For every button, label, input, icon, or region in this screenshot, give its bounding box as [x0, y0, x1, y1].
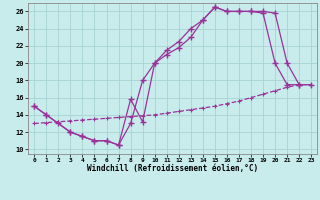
X-axis label: Windchill (Refroidissement éolien,°C): Windchill (Refroidissement éolien,°C)	[87, 164, 258, 173]
